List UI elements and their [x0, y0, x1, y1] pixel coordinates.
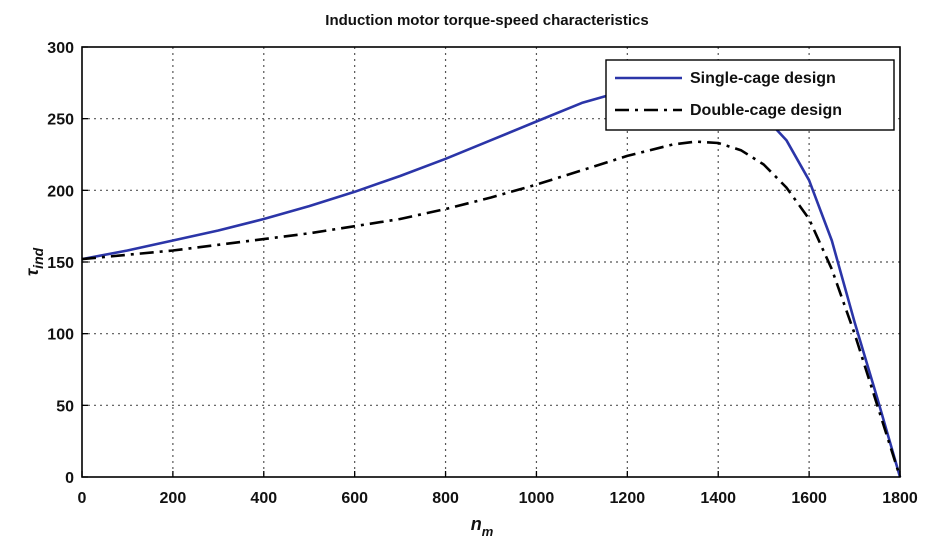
x-tick-label: 1800: [882, 490, 918, 507]
legend-label-single-cage: Single-cage design: [690, 70, 836, 87]
x-axis-label: nm: [471, 514, 494, 539]
y-axis-ticks: 0 50 100 150 200 250 300: [47, 40, 88, 487]
y-tick-label: 150: [47, 255, 74, 272]
legend: Single-cage design Double-cage design: [605, 59, 895, 131]
x-tick-label: 1600: [791, 490, 827, 507]
x-axis-label-sub: m: [482, 524, 494, 539]
y-tick-label: 100: [47, 327, 74, 344]
y-axis-label-sub: ind: [30, 247, 46, 268]
x-axis-label-main: n: [471, 514, 482, 534]
x-tick-label: 1000: [519, 490, 555, 507]
x-tick-label: 200: [160, 490, 187, 507]
y-axis-label: τind: [22, 247, 46, 276]
y-tick-label: 200: [47, 183, 74, 200]
x-tick-label: 1400: [700, 490, 736, 507]
x-tick-label: 600: [341, 490, 368, 507]
x-tick-label: 0: [78, 490, 87, 507]
legend-label-double-cage: Double-cage design: [690, 102, 842, 119]
y-axis-label-main: τ: [22, 267, 42, 276]
x-tick-label: 800: [432, 490, 459, 507]
x-axis-ticks: 0 200 400 600 800 1000 1200 1400 1600 1800: [78, 471, 918, 507]
grid-lines: [82, 47, 900, 477]
x-tick-label: 1200: [610, 490, 646, 507]
y-tick-label: 250: [47, 112, 74, 129]
y-tick-label: 0: [65, 470, 74, 487]
legend-box: [605, 59, 895, 131]
y-tick-label: 50: [56, 398, 74, 415]
y-tick-label: 300: [47, 40, 74, 57]
x-tick-label: 400: [250, 490, 277, 507]
series-line-double-cage: [81, 140, 902, 478]
chart-title: Induction motor torque-speed characteris…: [325, 12, 648, 29]
